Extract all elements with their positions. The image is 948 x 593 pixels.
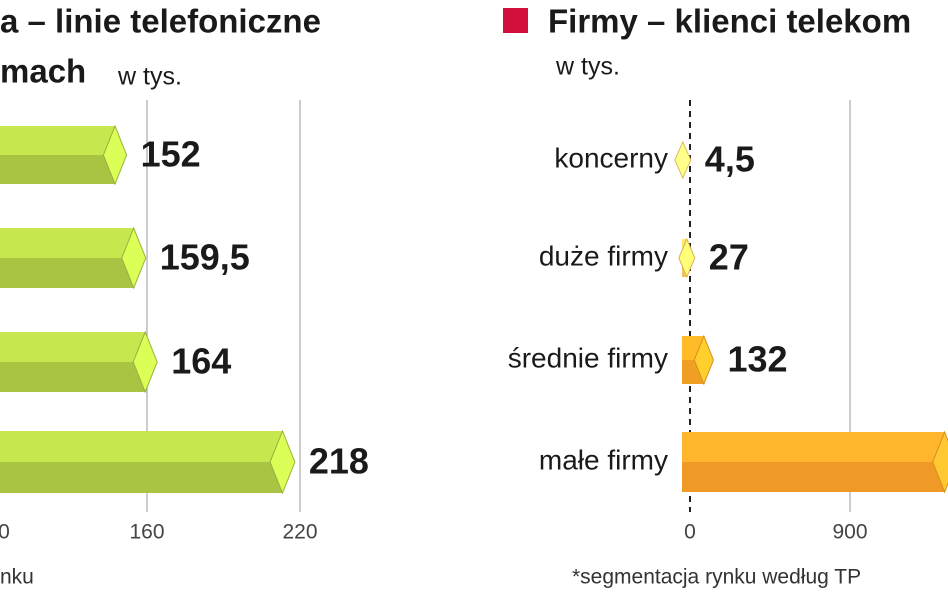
bar-face — [0, 228, 134, 258]
category-label: duże firmy — [539, 240, 668, 271]
bar-face — [682, 432, 945, 462]
data-label: 4,5 — [705, 139, 755, 180]
chart-subtitle: mach — [0, 53, 86, 90]
x-tick-label: 0 — [684, 521, 696, 544]
x-tick-label: 160 — [129, 521, 164, 544]
x-tick-label: 0 — [0, 521, 10, 544]
data-label: 27 — [709, 237, 749, 278]
bar-tip — [678, 237, 696, 279]
data-label: 152 — [141, 134, 201, 175]
chart-title: Firmy – klienci telekom — [548, 3, 911, 40]
bar-face — [0, 431, 283, 462]
category-label: średnie firmy — [508, 342, 668, 373]
bar-tip — [693, 334, 715, 386]
bar-tip — [102, 124, 128, 186]
data-label: 159,5 — [160, 237, 250, 278]
footnote: nku — [0, 566, 34, 589]
unit-label: w tys. — [555, 53, 620, 81]
data-label: 132 — [727, 339, 787, 380]
category-label: koncerny — [554, 142, 668, 173]
footnote: *segmentacja rynku według TP — [572, 566, 861, 589]
bar-tip — [932, 430, 948, 494]
bar-tip — [132, 330, 158, 394]
unit-label: w tys. — [117, 63, 182, 91]
bar-tip — [674, 140, 692, 180]
legend-marker — [503, 8, 528, 33]
chart-title: a – linie telefoniczne — [0, 3, 321, 40]
data-label: 218 — [309, 441, 369, 482]
data-label: 164 — [171, 341, 231, 382]
x-tick-label: 220 — [282, 521, 317, 544]
bar-tip — [121, 226, 147, 290]
bar-tip — [269, 429, 296, 495]
bar-face — [0, 126, 115, 155]
bar-face — [0, 332, 146, 362]
x-tick-label: 900 — [832, 521, 867, 544]
category-label: małe firmy — [539, 444, 668, 475]
